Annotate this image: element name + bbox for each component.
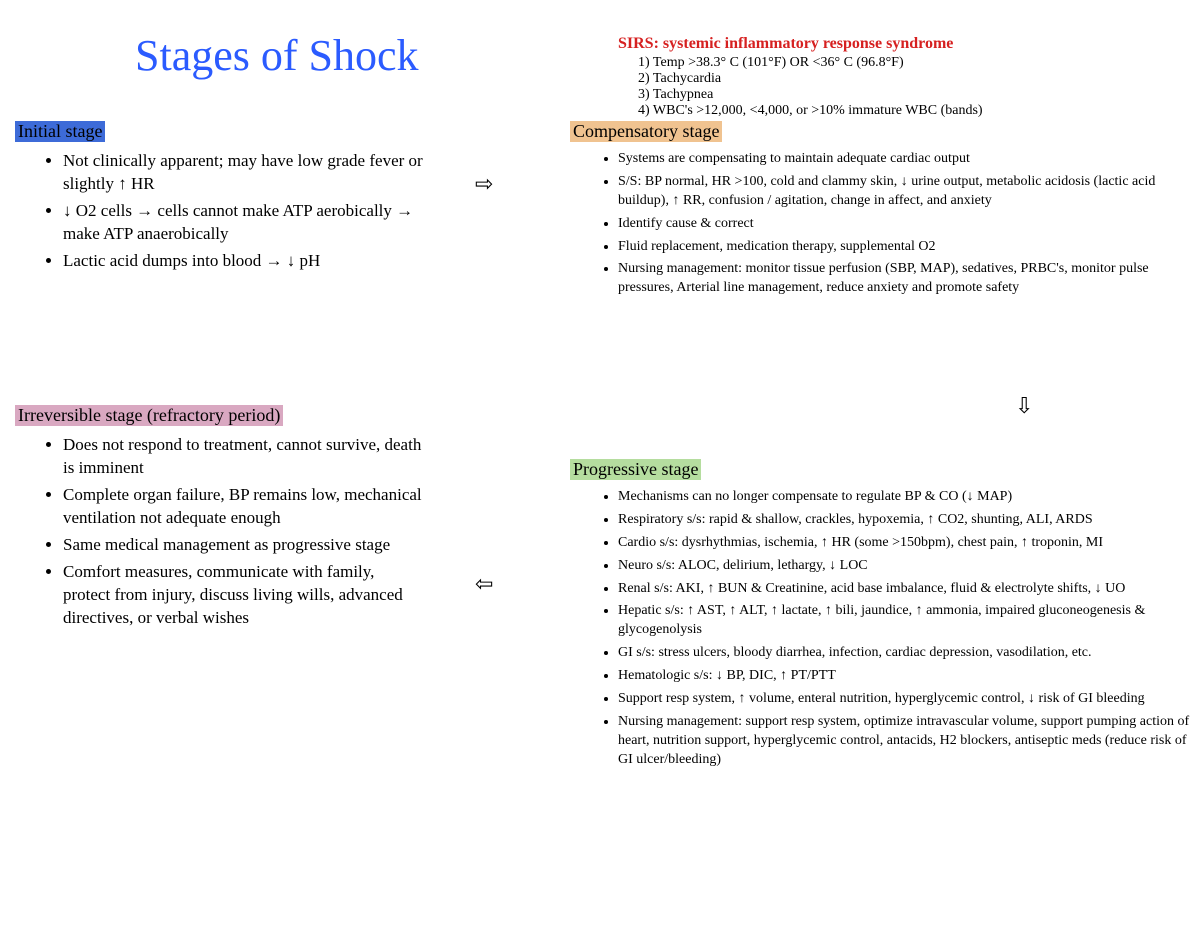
list-item: Hematologic s/s: ↓ BP, DIC, ↑ PT/PTT — [618, 667, 1200, 686]
list-item: Same medical management as progressive s… — [63, 534, 425, 557]
list-item: Not clinically apparent; may have low gr… — [63, 150, 425, 196]
list-item: Hepatic s/s: ↑ AST, ↑ ALT, ↑ lactate, ↑ … — [618, 602, 1200, 640]
list-item: Systems are compensating to maintain ade… — [618, 150, 1185, 169]
list-item: Renal s/s: AKI, ↑ BUN & Creatinine, acid… — [618, 580, 1200, 599]
section-compensatory: Compensatory stage Systems are compensat… — [570, 121, 1185, 302]
section-irreversible: Irreversible stage (refractory period) D… — [15, 405, 425, 634]
arrow-right-icon: ⇨ — [475, 171, 493, 197]
section-progressive: Progressive stage Mechanisms can no long… — [570, 459, 1200, 774]
section-initial: Initial stage Not clinically apparent; m… — [15, 121, 425, 277]
list-item: S/S: BP normal, HR >100, cold and clammy… — [618, 173, 1185, 211]
list-item: Cardio s/s: dysrhythmias, ischemia, ↑ HR… — [618, 534, 1200, 553]
sirs-list: Temp >38.3° C (101°F) OR <36° C (96.8°F)… — [638, 55, 1188, 119]
list-item: Support resp system, ↑ volume, enteral n… — [618, 690, 1200, 709]
list-item: Identify cause & correct — [618, 215, 1185, 234]
list-item: Comfort measures, communicate with famil… — [63, 561, 425, 630]
list-item: Nursing management: support resp system,… — [618, 713, 1200, 770]
list-item: Mechanisms can no longer compensate to r… — [618, 488, 1200, 507]
list-item: Nursing management: monitor tissue perfu… — [618, 260, 1185, 298]
list-item: ↓ O2 cells → cells cannot make ATP aerob… — [63, 200, 425, 246]
sirs-item: WBC's >12,000, <4,000, or >10% immature … — [638, 103, 1188, 119]
heading-compensatory: Compensatory stage — [570, 121, 722, 142]
sirs-item: Temp >38.3° C (101°F) OR <36° C (96.8°F) — [638, 55, 1188, 71]
sirs-block: SIRS: systemic inflammatory response syn… — [618, 35, 1188, 119]
heading-irreversible: Irreversible stage (refractory period) — [15, 405, 283, 426]
list-item: GI s/s: stress ulcers, bloody diarrhea, … — [618, 644, 1200, 663]
heading-progressive: Progressive stage — [570, 459, 701, 480]
sirs-item: Tachycardia — [638, 71, 1188, 87]
list-item: Does not respond to treatment, cannot su… — [63, 434, 425, 480]
list-item: Fluid replacement, medication therapy, s… — [618, 238, 1185, 257]
sirs-item: Tachypnea — [638, 87, 1188, 103]
list-item: Complete organ failure, BP remains low, … — [63, 484, 425, 530]
list-item: Neuro s/s: ALOC, delirium, lethargy, ↓ L… — [618, 557, 1200, 576]
bullets-initial: Not clinically apparent; may have low gr… — [15, 150, 425, 273]
bullets-compensatory: Systems are compensating to maintain ade… — [570, 150, 1185, 298]
list-item: Respiratory s/s: rapid & shallow, crackl… — [618, 511, 1200, 530]
bullets-irreversible: Does not respond to treatment, cannot su… — [15, 434, 425, 630]
arrow-left-icon: ⇦ — [475, 571, 493, 597]
list-item: Lactic acid dumps into blood → ↓ pH — [63, 250, 425, 273]
sirs-heading: SIRS: systemic inflammatory response syn… — [618, 35, 1188, 53]
heading-initial: Initial stage — [15, 121, 105, 142]
bullets-progressive: Mechanisms can no longer compensate to r… — [570, 488, 1200, 770]
arrow-down-icon: ⇩ — [1015, 393, 1033, 419]
